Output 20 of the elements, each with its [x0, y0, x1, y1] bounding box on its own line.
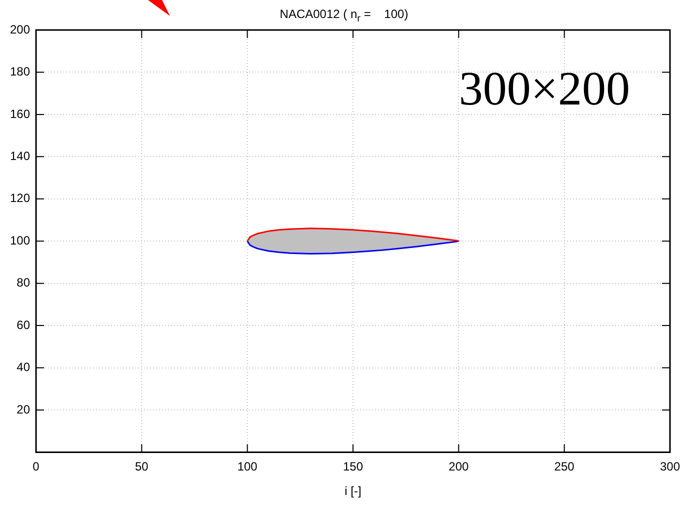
- y-tick-label: 180: [10, 64, 30, 79]
- y-tick-label: 100: [10, 233, 30, 248]
- y-tick-label: 200: [10, 22, 30, 36]
- x-tick-label: 300: [660, 460, 680, 474]
- annotation: 300×200: [458, 62, 630, 116]
- x-tick-label: 200: [448, 460, 469, 474]
- y-tick-label: 120: [10, 191, 30, 206]
- chart-title: NACA0012 ( n$_{r}$ = 100): [280, 7, 408, 24]
- y-tick-label: 80: [16, 276, 30, 290]
- x-tick-label: 250: [554, 460, 575, 474]
- y-tick-label: 160: [10, 106, 30, 121]
- x-tick-label: 50: [135, 460, 149, 474]
- y-tick-label: 60: [16, 318, 30, 332]
- y-tick-label: 40: [16, 360, 30, 374]
- x-tick-label: 0: [32, 460, 40, 474]
- x-tick-label: 100: [237, 460, 258, 474]
- y-tick-label: 140: [10, 148, 30, 163]
- x-axis-title: i [-]: [344, 484, 362, 498]
- y-tick-label: 20: [16, 402, 30, 416]
- x-tick-label: 150: [342, 460, 364, 474]
